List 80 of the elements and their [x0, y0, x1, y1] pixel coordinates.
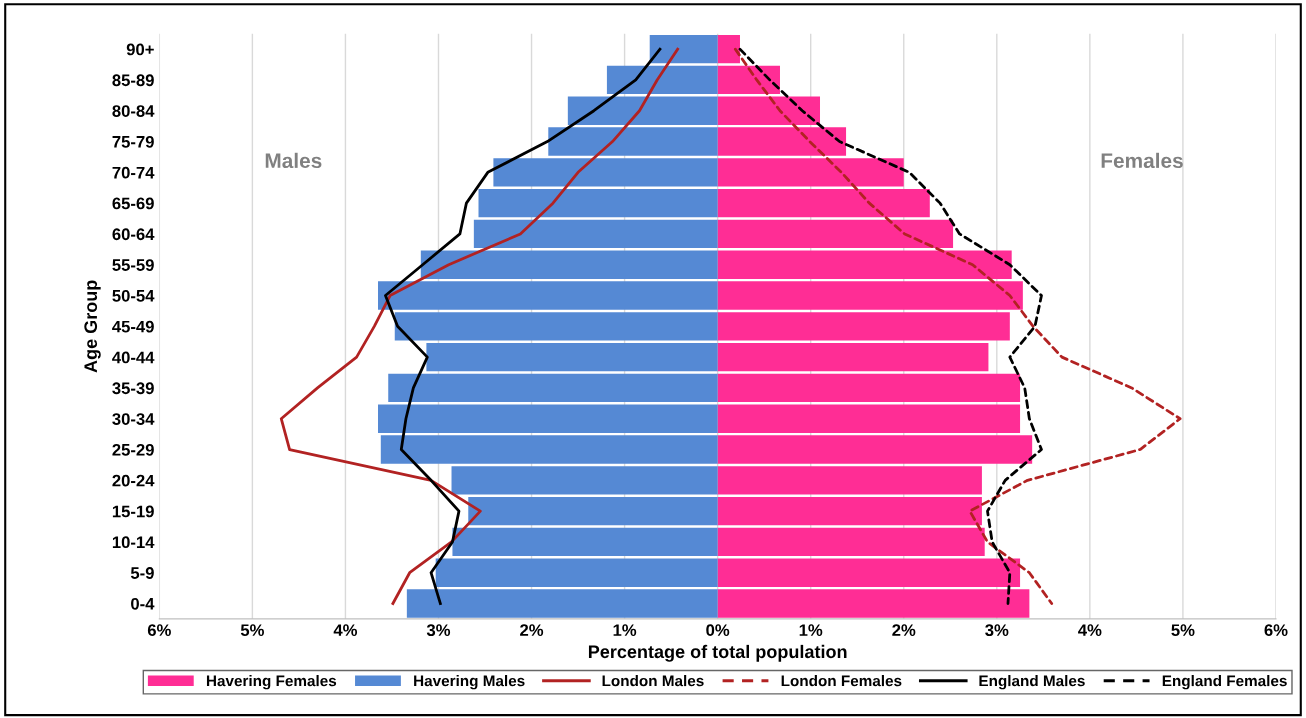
y-tick-label: 55-59: [112, 259, 154, 271]
bar: [468, 496, 718, 526]
bar: [548, 127, 718, 156]
bar: [717, 589, 1030, 618]
bar: [380, 435, 718, 464]
x-tick-label: 2%: [520, 624, 544, 636]
y-tick-label: 30-34: [112, 413, 155, 425]
x-tick-label: 5%: [240, 624, 264, 637]
y-tick-label: 40-44: [112, 351, 155, 364]
x-tick-label: 3%: [426, 624, 451, 637]
y-tick-label: 10-14: [112, 536, 155, 549]
x-tick-label: 0%: [706, 624, 730, 637]
bar: [717, 373, 1021, 403]
x-tick-label: 3%: [985, 624, 1009, 637]
bar: [493, 158, 718, 187]
y-tick-label: 5-9: [130, 567, 154, 579]
legend-label: England Males: [979, 675, 1085, 690]
y-tick-label: 80-84: [112, 105, 155, 117]
legend-label: England Females: [1162, 675, 1287, 690]
annotation: Males: [265, 152, 322, 169]
bar: [717, 158, 904, 187]
bar: [406, 589, 718, 618]
y-tick-label: 15-19: [112, 505, 154, 518]
legend-label: Havering Males: [414, 675, 525, 690]
bar: [717, 496, 982, 526]
bar: [717, 250, 1012, 279]
y-tick-label: 45-49: [112, 320, 154, 333]
bar: [451, 466, 718, 495]
bar: [717, 34, 740, 64]
y-tick-label: 60-64: [112, 228, 155, 241]
x-tick-label: 6%: [1264, 624, 1288, 637]
legend-label: Havering Females: [206, 675, 337, 690]
x-axis-title: Percentage of total population: [588, 644, 847, 662]
bar: [452, 527, 718, 557]
bar: [435, 558, 718, 587]
legend-label: London Males: [602, 675, 704, 687]
bar: [420, 250, 718, 279]
y-tick-label: 65-69: [112, 197, 154, 210]
bar: [717, 527, 985, 557]
x-tick-label: 4%: [1078, 624, 1102, 636]
x-tick-label: 1%: [613, 624, 637, 636]
bar: [717, 312, 1010, 341]
x-tick-label: 5%: [1171, 624, 1195, 637]
bar: [394, 312, 718, 341]
bar: [473, 219, 718, 249]
y-tick-label: 70-74: [112, 166, 155, 179]
bar: [378, 281, 718, 310]
bar: [717, 558, 1021, 587]
y-tick-label: 75-79: [112, 135, 154, 148]
bar: [717, 127, 847, 156]
bar: [606, 65, 718, 95]
bar: [478, 188, 718, 218]
bar: [717, 404, 1021, 433]
x-tick-label: 6%: [147, 624, 171, 637]
y-tick-label: 20-24: [112, 474, 155, 487]
bar: [378, 404, 718, 433]
bar: [717, 281, 1023, 310]
bar: [717, 188, 930, 218]
bar: [717, 466, 982, 495]
bar: [717, 65, 780, 95]
bar: [717, 96, 820, 125]
y-tick-label: 35-39: [112, 382, 154, 395]
y-tick-label: 50-54: [112, 289, 155, 302]
x-tick-label: 4%: [333, 624, 358, 636]
x-tick-label: 2%: [892, 624, 916, 636]
legend-label: London Females: [781, 675, 902, 687]
bar: [649, 34, 718, 64]
bar: [717, 435, 1033, 464]
y-axis-title: Age Group: [84, 280, 101, 373]
bar: [567, 96, 718, 125]
x-tick-label: 1%: [799, 624, 823, 636]
annotation: Females: [1101, 152, 1183, 169]
bar: [717, 342, 989, 372]
bar: [388, 373, 718, 403]
y-tick-label: 85-89: [112, 74, 154, 87]
y-tick-label: 0-4: [131, 597, 155, 610]
y-tick-label: 90+: [126, 43, 154, 56]
bar: [426, 342, 718, 372]
y-tick-label: 25-29: [112, 443, 154, 456]
bar: [717, 219, 954, 249]
